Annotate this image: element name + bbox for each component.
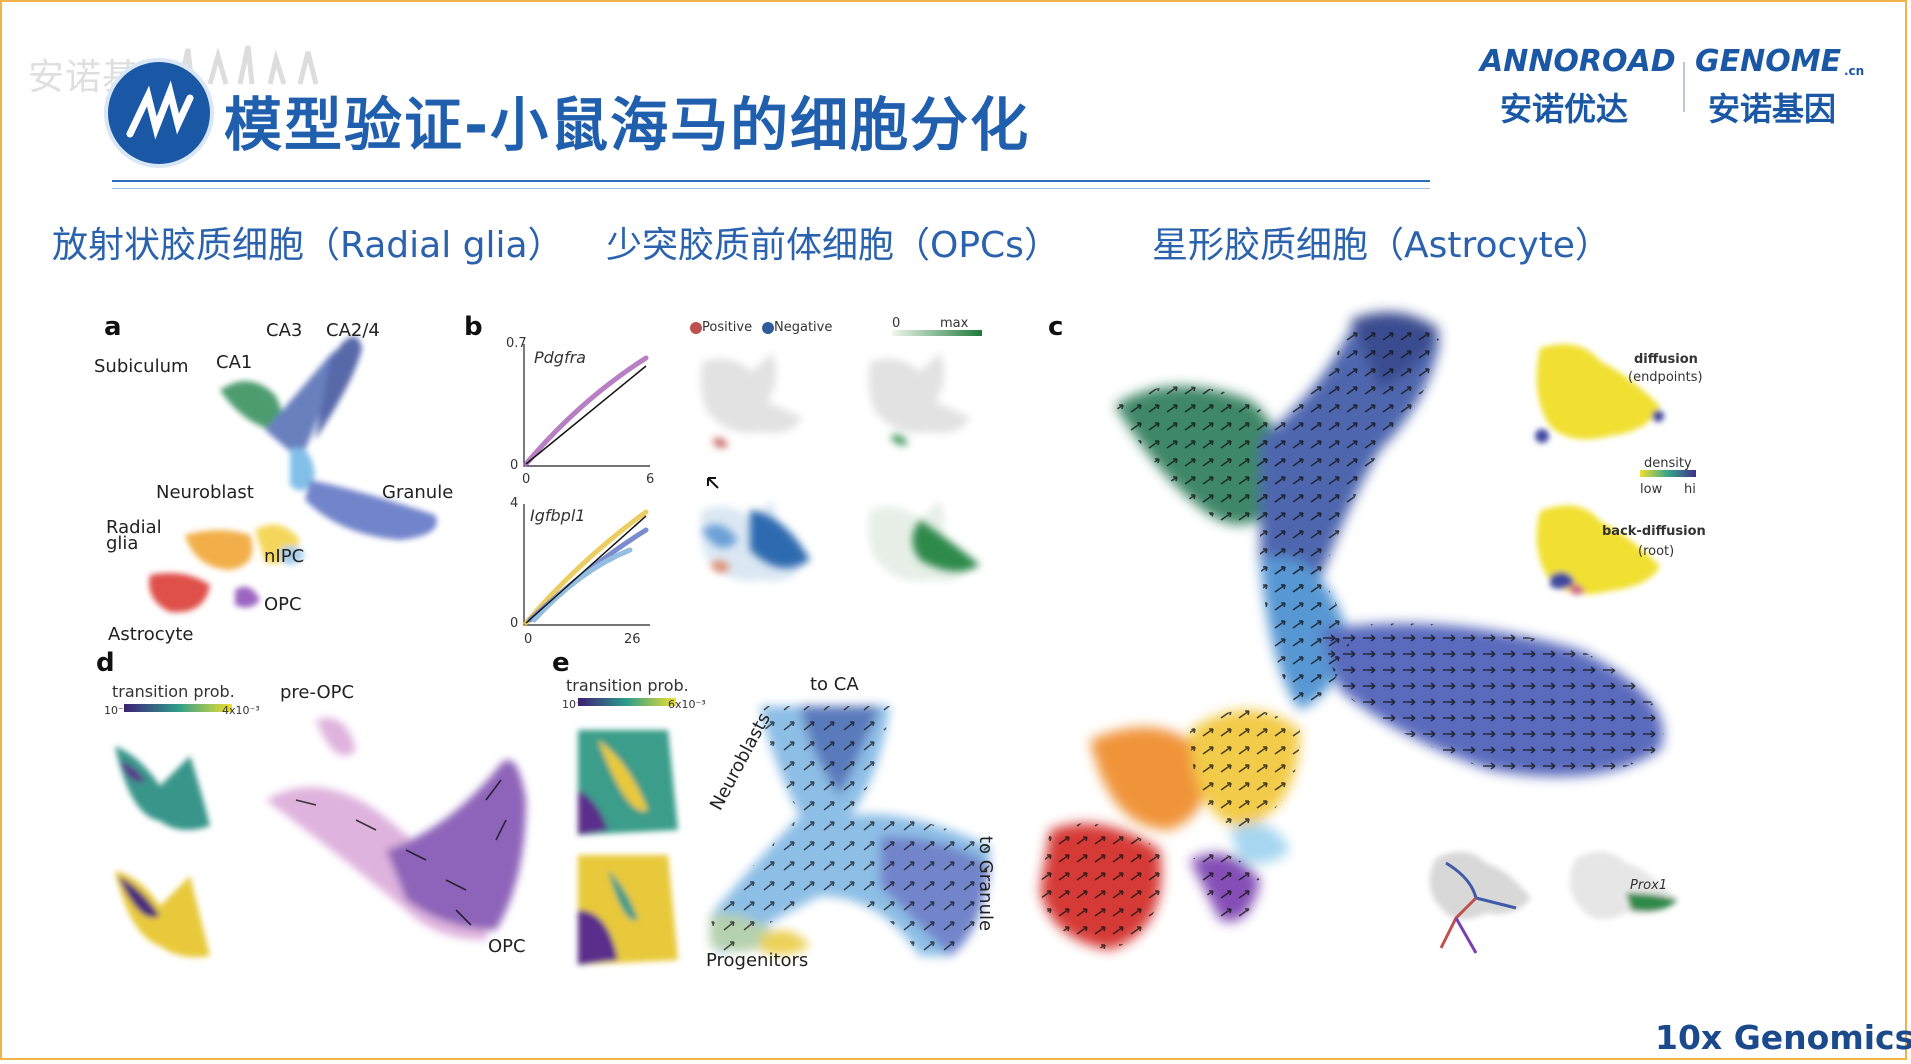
label-progenitors: Progenitors: [706, 950, 809, 971]
legend-negative: Negative: [774, 320, 833, 335]
label-root: (root): [1638, 544, 1675, 559]
brand-genome-suffix: .cn: [1844, 64, 1865, 78]
scale-max: max: [940, 316, 969, 331]
panel-e-letter: e: [552, 648, 570, 678]
brand-genome-cn: 安诺基因: [1708, 90, 1837, 128]
scale-min-d: 10⁻³: [104, 704, 129, 717]
subtitle-radial-glia: 放射状胶质细胞（Radial glia）: [52, 225, 564, 266]
slide-title: 模型验证-小鼠海马的细胞分化: [224, 91, 1031, 159]
brand-annoroad-cn: 安诺优达: [1500, 90, 1629, 128]
density-scale-bar: [1640, 470, 1696, 477]
gene-igfbpl1: Igfbpl1: [530, 506, 586, 525]
panel-e-trajectory: [710, 706, 990, 956]
scale-max-e: 6x10⁻³: [668, 698, 706, 711]
brand-genome-en: GENOME: [1695, 44, 1842, 79]
subtitle-astrocyte: 星形胶质细胞（Astrocyte）: [1152, 225, 1611, 266]
title-divider: [112, 180, 1430, 182]
green-scale-bar: [892, 330, 982, 336]
label-density: density: [1644, 456, 1692, 471]
positive-dot-icon: [690, 322, 702, 334]
panel-b-phase-plots: [523, 344, 650, 626]
plot1-x-zero: 0: [522, 472, 531, 487]
label-hi: hi: [1684, 482, 1696, 497]
legend-positive: Positive: [702, 320, 753, 335]
panel-a-embedding: [149, 336, 437, 613]
panel-e-thumbnails: [578, 730, 678, 965]
label-ca1: CA1: [216, 352, 253, 373]
label-to-ca: to CA: [810, 674, 859, 695]
label-opc-d: OPC: [488, 936, 526, 957]
gene-pdgfra: Pdgfra: [534, 348, 586, 367]
label-to-granule: to Granule: [975, 836, 996, 932]
logo-mark-icon: [126, 80, 194, 140]
panel-d-trajectory: [266, 718, 526, 940]
arrow-icon: [707, 477, 719, 489]
label-transition-e: transition prob.: [566, 676, 689, 695]
transition-scale-d: [124, 704, 232, 712]
label-pre-opc: pre-OPC: [280, 682, 355, 703]
plot2-y-tick: 4: [510, 496, 519, 511]
panel-a-letter: a: [104, 312, 122, 342]
footer-credit: 10x Genomics: [1655, 1018, 1911, 1057]
plot1-x-max: 6: [646, 472, 655, 487]
scale-min: 0: [892, 316, 901, 331]
panel-b-letter: b: [464, 312, 483, 342]
gene-prox1: Prox1: [1630, 878, 1668, 893]
brand-annoroad-en: ANNOROAD: [1480, 44, 1676, 79]
label-astrocyte: Astrocyte: [108, 624, 194, 645]
scale-max-d: 4x10⁻³: [222, 704, 260, 717]
panel-b-embeddings: [700, 352, 980, 581]
label-back-diffusion: back-diffusion: [1602, 524, 1706, 539]
label-endpoints: (endpoints): [1628, 370, 1703, 385]
title-divider-thin: [112, 188, 1430, 189]
label-radial-glia: Radial glia: [106, 517, 162, 554]
negative-dot-icon: [762, 322, 774, 334]
panel-c-lineage-thumbnails: [1429, 851, 1678, 954]
annoroad-logo: [108, 62, 210, 164]
label-low: low: [1640, 482, 1663, 497]
panel-d-thumbnails: [115, 746, 210, 958]
plot2-x-zero: 0: [524, 632, 533, 647]
plot2-x-max: 26: [624, 632, 641, 647]
panel-d-letter: d: [96, 648, 115, 678]
brand-separator: [1683, 62, 1685, 112]
label-opc: OPC: [264, 594, 302, 615]
label-transition-d: transition prob.: [112, 682, 235, 701]
label-nipc: nIPC: [264, 546, 305, 567]
panel-c-letter: c: [1048, 312, 1064, 342]
label-neuroblast: Neuroblast: [156, 482, 254, 503]
scale-min-e: 10⁻³: [562, 698, 587, 711]
panel-c-insets: [1535, 344, 1664, 595]
plot2-y-zero: 0: [510, 616, 519, 631]
transition-scale-e: [578, 698, 676, 706]
subtitle-opcs: 少突胶质前体细胞（OPCs）: [606, 225, 1060, 266]
plot1-y-tick: 0.7: [506, 336, 527, 351]
panel-c-velocity-map: [1040, 312, 1664, 950]
plot1-y-zero: 0: [510, 458, 519, 473]
label-ca3: CA3: [266, 320, 303, 341]
label-subiculum: Subiculum: [94, 356, 189, 377]
label-ca2-4: CA2/4: [326, 320, 380, 341]
label-diffusion: diffusion: [1634, 352, 1698, 367]
label-granule: Granule: [382, 482, 454, 503]
